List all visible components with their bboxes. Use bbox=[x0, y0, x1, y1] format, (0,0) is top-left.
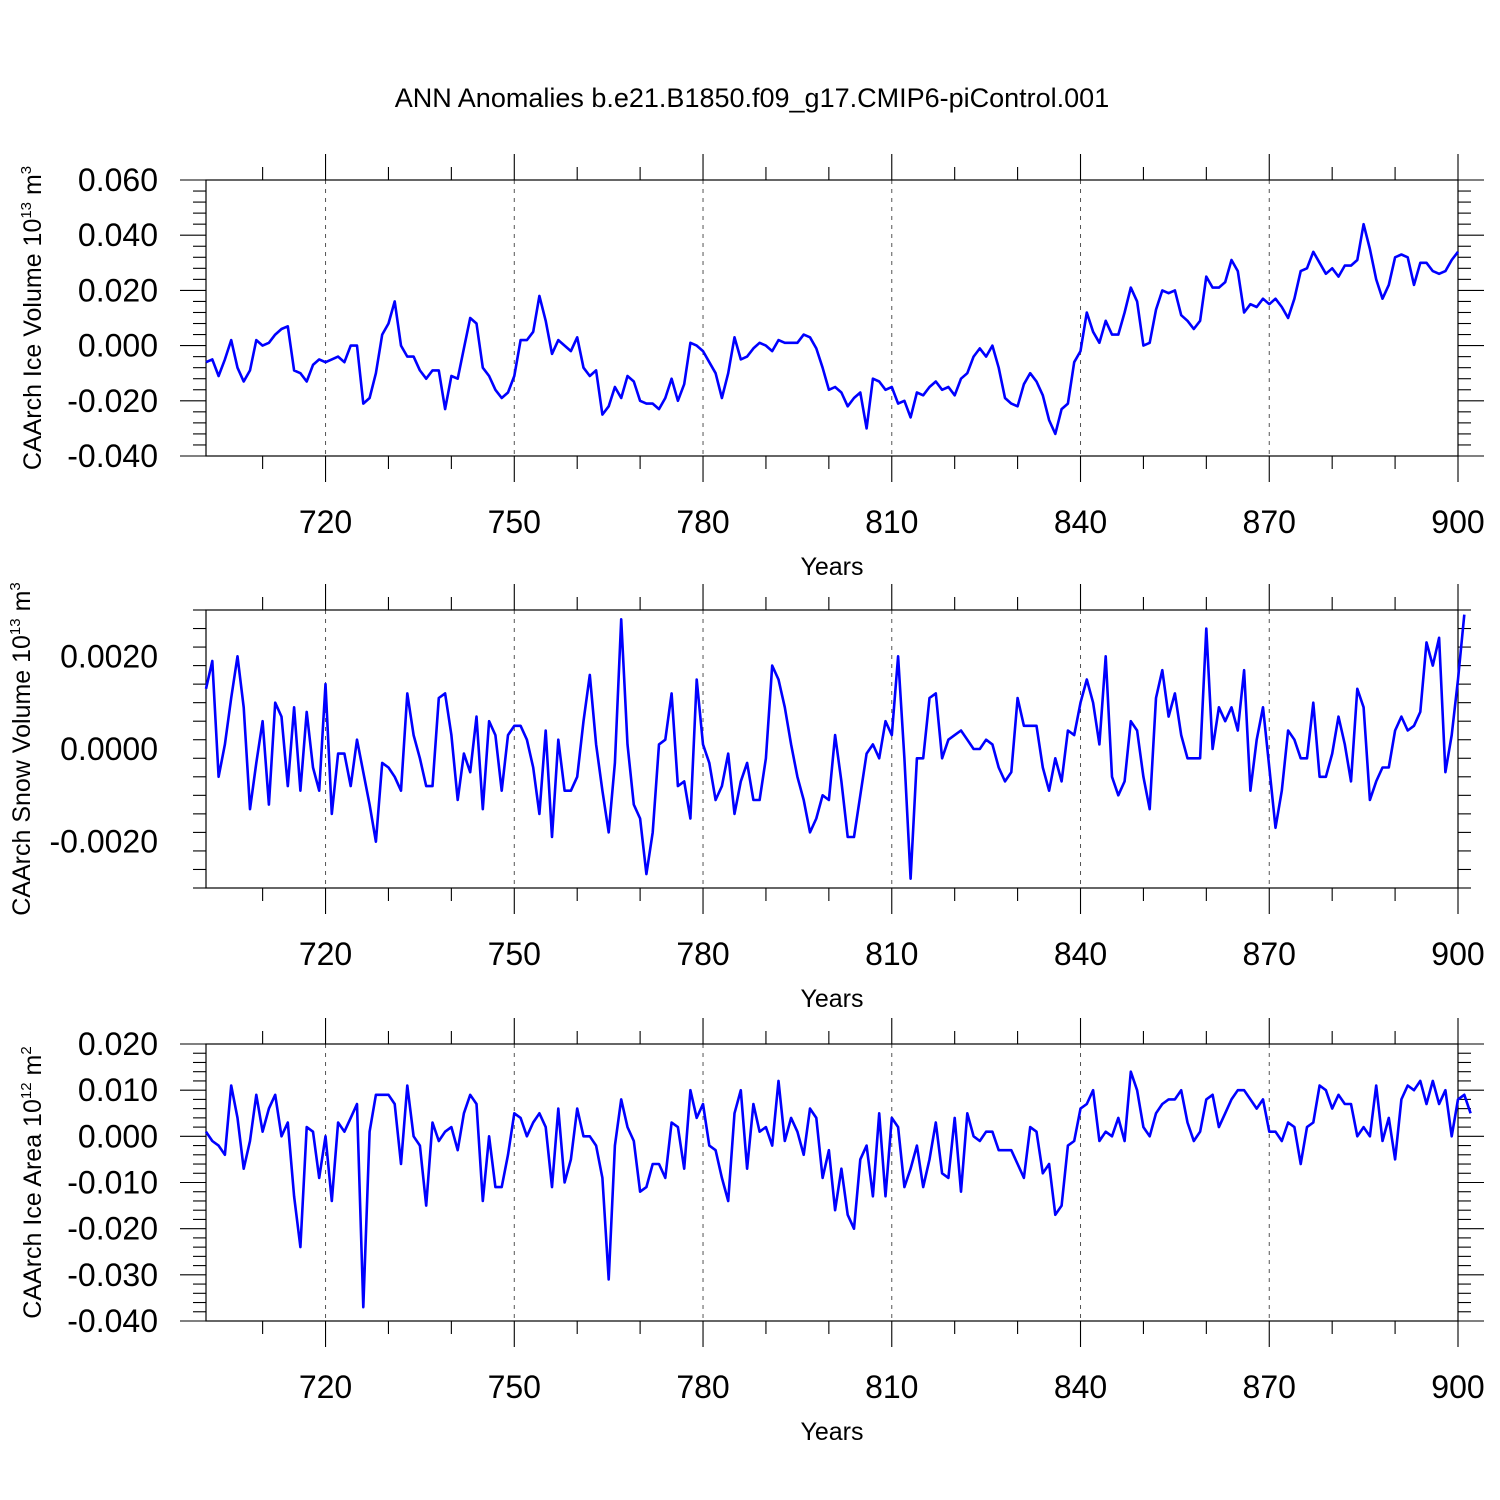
y-axis-label: CAArch Ice Area 1012 m2 bbox=[18, 1046, 47, 1318]
y-tick-label: -0.040 bbox=[67, 1303, 158, 1339]
y-tick-label: -0.010 bbox=[67, 1165, 158, 1201]
y-tick-label: 0.000 bbox=[78, 328, 158, 364]
y-tick-label: 0.0020 bbox=[60, 638, 158, 674]
x-tick-label: 750 bbox=[488, 504, 541, 540]
y-tick-label: -0.030 bbox=[67, 1257, 158, 1293]
x-tick-label: 750 bbox=[488, 1369, 541, 1405]
x-tick-label: 810 bbox=[865, 504, 918, 540]
series-line bbox=[205, 222, 1460, 436]
x-axis-label: Years bbox=[800, 553, 863, 581]
x-tick-label: 840 bbox=[1054, 1369, 1107, 1405]
y-tick-label: 0.000 bbox=[78, 1118, 158, 1154]
x-tick-label: 720 bbox=[299, 1369, 352, 1405]
y-tick-label: -0.0020 bbox=[49, 824, 158, 860]
y-tick-label: -0.020 bbox=[67, 383, 158, 419]
x-tick-label: 900 bbox=[1431, 936, 1484, 972]
y-axis-label: CAArch Snow Volume 1013 m3 bbox=[7, 582, 36, 916]
y-tick-label: 0.060 bbox=[78, 162, 158, 198]
y-tick-label: 0.040 bbox=[78, 217, 158, 253]
panels: 720 750 780 810 840 870 900 -0.040 -0.020 0.000 0.… bbox=[7, 154, 1485, 1446]
x-tick-label: 810 bbox=[865, 1369, 918, 1405]
panel-1: 720 750 780 810 840 870 900 -0.040 -0.020 0.000 0.… bbox=[18, 154, 1485, 581]
x-tick-label: 900 bbox=[1431, 504, 1484, 540]
panel-3: 720 750 780 810 840 870 900 -0.040 -0.030 -0.020 -… bbox=[18, 1018, 1485, 1446]
x-tick-label: 870 bbox=[1243, 1369, 1296, 1405]
x-tick-label: 870 bbox=[1243, 936, 1296, 972]
chart-title: ANN Anomalies b.e21.B1850.f09_g17.CMIP6-… bbox=[395, 83, 1109, 113]
x-tick-label: 780 bbox=[676, 504, 729, 540]
x-tick-label: 780 bbox=[676, 1369, 729, 1405]
y-tick-label: 0.0000 bbox=[60, 731, 158, 767]
x-tick-label: 720 bbox=[299, 504, 352, 540]
y-tick-label: 0.010 bbox=[78, 1072, 158, 1108]
plot-frame bbox=[205, 179, 1459, 457]
x-tick-label: 810 bbox=[865, 936, 918, 972]
plot-frame bbox=[205, 609, 1459, 889]
x-tick-label: 750 bbox=[488, 936, 541, 972]
x-tick-label: 840 bbox=[1054, 504, 1107, 540]
series-line bbox=[204, 1070, 1472, 1309]
series-line bbox=[204, 614, 1466, 881]
x-tick-label: 780 bbox=[676, 936, 729, 972]
y-tick-label: -0.020 bbox=[67, 1211, 158, 1247]
x-tick-label: 900 bbox=[1431, 1369, 1484, 1405]
y-tick-label: 0.020 bbox=[78, 272, 158, 308]
x-tick-label: 870 bbox=[1243, 504, 1296, 540]
x-tick-label: 840 bbox=[1054, 936, 1107, 972]
y-axis-label: CAArch Ice Volume 1013 m3 bbox=[18, 166, 47, 470]
x-axis-label: Years bbox=[800, 985, 863, 1013]
y-tick-label: -0.040 bbox=[67, 438, 158, 474]
x-axis-label: Years bbox=[800, 1418, 863, 1446]
panel-2: 720 750 780 810 840 870 900 -0.0020 0.0000 0.0020… bbox=[7, 582, 1485, 1013]
x-tick-label: 720 bbox=[299, 936, 352, 972]
y-tick-label: 0.020 bbox=[78, 1026, 158, 1062]
